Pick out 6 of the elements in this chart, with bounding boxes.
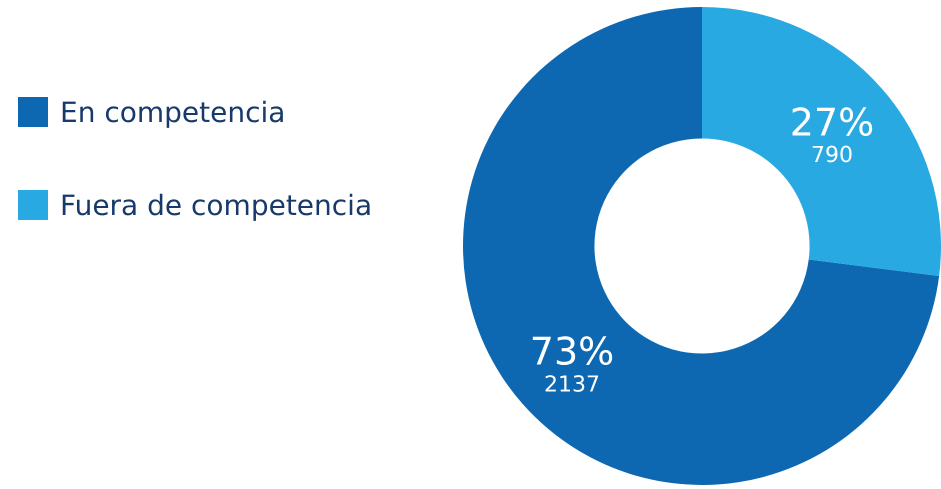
legend-label: En competencia [60,96,286,128]
text: 2137 [544,372,600,398]
data-label: 27% [790,100,874,144]
legend-label: Fuera de competencia [60,188,372,222]
data-label: 73% [530,330,614,374]
text: 790 [810,143,853,168]
